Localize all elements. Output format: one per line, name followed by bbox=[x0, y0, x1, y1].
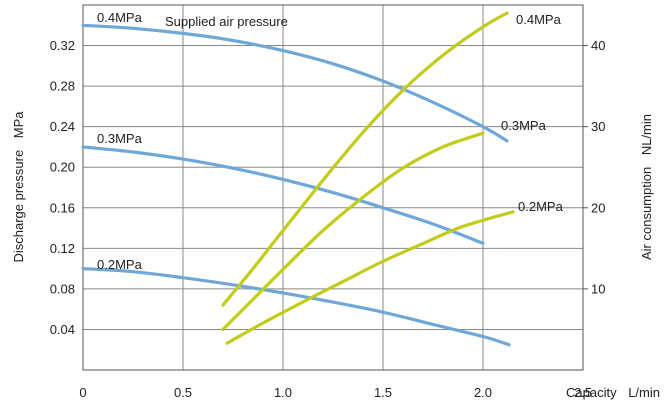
y-left-tick-label: 0.28 bbox=[50, 79, 75, 94]
y-left-tick-label: 0.16 bbox=[50, 200, 75, 215]
y-right-tick-label: 20 bbox=[591, 200, 605, 215]
x-axis-label: Capacity bbox=[566, 385, 617, 400]
x-axis-unit: L/min bbox=[628, 385, 660, 400]
pressure-curve-0.2 bbox=[81, 267, 511, 347]
y-right-axis-title: Air consumption NL/min bbox=[639, 114, 654, 260]
consumption-curve-0.2 bbox=[225, 210, 515, 345]
y-right-tick-label: 40 bbox=[591, 38, 605, 53]
x-tick-label: 1.5 bbox=[374, 385, 392, 400]
grid bbox=[83, 5, 583, 370]
y-left-tick-label: 0.04 bbox=[50, 322, 75, 337]
y-left-axis-unit: MPa bbox=[11, 111, 26, 139]
x-tick-labels: 0 0.5 1.0 1.5 2.0 2.5 bbox=[79, 385, 592, 400]
series-group bbox=[81, 11, 515, 347]
y-left-tick-label: 0.12 bbox=[50, 241, 75, 256]
y-left-tick-label: 0.24 bbox=[50, 119, 75, 134]
y-right-axis-label: Air consumption bbox=[639, 167, 654, 260]
y-right-axis-unit: NL/min bbox=[639, 114, 654, 155]
y-left-axis-title: Discharge pressure MPa bbox=[11, 111, 26, 263]
y-left-tick-label: 0.20 bbox=[50, 160, 75, 175]
series-label-pressure-0.3: 0.3MPa bbox=[97, 131, 143, 146]
y-left-axis-label: Discharge pressure bbox=[11, 150, 26, 263]
series-label-pressure-0.4: 0.4MPa bbox=[97, 10, 143, 25]
x-tick-label: 0 bbox=[79, 385, 86, 400]
x-axis-title: Capacity L/min bbox=[566, 385, 660, 400]
x-tick-label: 2.0 bbox=[474, 385, 492, 400]
series-label-consumption-0.3: 0.3MPa bbox=[501, 118, 547, 133]
series-labels: 0.4MPa 0.3MPa 0.2MPa 0.4MPa 0.3MPa 0.2MPa bbox=[97, 10, 564, 272]
y-right-tick-label: 30 bbox=[591, 119, 605, 134]
x-tick-label: 1.0 bbox=[274, 385, 292, 400]
y-right-tick-labels: 10 20 30 40 bbox=[583, 38, 605, 296]
y-left-tick-label: 0.08 bbox=[50, 281, 75, 296]
y-right-tick-label: 10 bbox=[591, 281, 605, 296]
consumption-curve-0.4 bbox=[221, 11, 509, 307]
pressure-curve-0.3 bbox=[81, 145, 485, 245]
x-tick-label: 0.5 bbox=[174, 385, 192, 400]
series-label-consumption-0.2: 0.2MPa bbox=[518, 199, 564, 214]
y-left-tick-label: 0.32 bbox=[50, 38, 75, 53]
y-left-tick-labels: 0.04 0.08 0.12 0.16 0.20 0.24 0.28 0.32 bbox=[50, 38, 75, 337]
plot-frame bbox=[82, 4, 584, 371]
pressure-curve-0.4 bbox=[81, 23, 509, 143]
x-tick-label: 2.5 bbox=[574, 385, 592, 400]
series-label-pressure-0.2: 0.2MPa bbox=[97, 257, 143, 272]
consumption-curve-0.3 bbox=[221, 131, 485, 331]
annotation-supplied-air-pressure: Supplied air pressure bbox=[165, 14, 288, 29]
series-label-consumption-0.4: 0.4MPa bbox=[516, 12, 562, 27]
